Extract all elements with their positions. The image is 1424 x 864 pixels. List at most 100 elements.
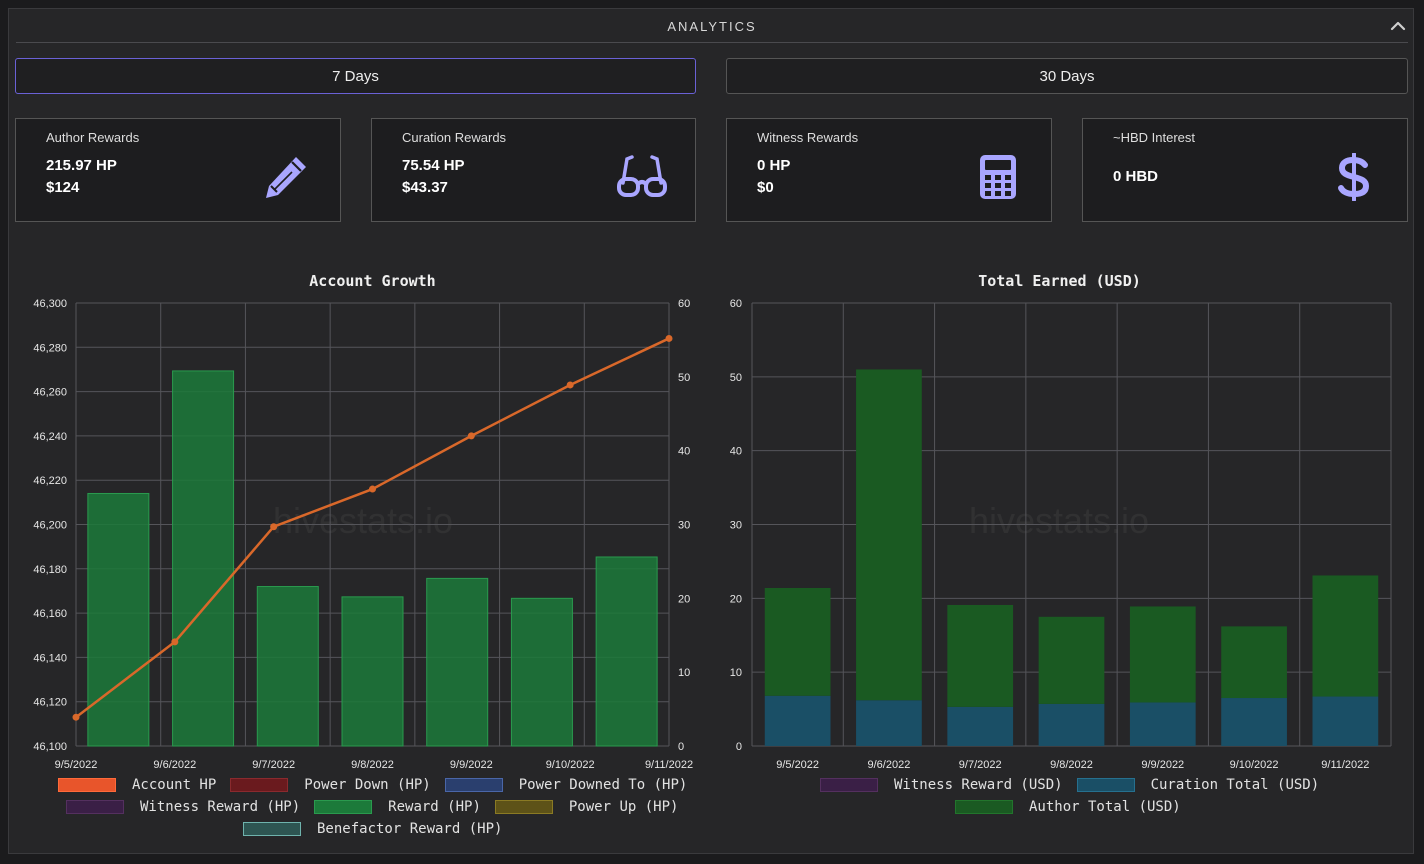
point-account-hp [467, 432, 475, 440]
card-value-hp: 0 HP [757, 157, 791, 174]
legend-item-curation-total-usd[interactable]: Curation Total (USD) [1076, 777, 1320, 793]
legend-label: Witness Reward (USD) [894, 777, 1063, 793]
legend-item-account-hp[interactable]: Account HP [58, 777, 216, 793]
legend-swatch [494, 800, 553, 814]
legend-item-power-up[interactable]: Power Up (HP) [494, 799, 679, 815]
legend-swatch [230, 778, 289, 792]
x-tick: 9/10/2022 [1230, 759, 1279, 771]
point-account-hp [171, 638, 179, 646]
legend-label: Benefactor Reward (HP) [317, 821, 503, 837]
legend-label: Curation Total (USD) [1150, 777, 1320, 793]
legend-label: Witness Reward (HP) [140, 799, 301, 815]
x-tick: 9/8/2022 [1050, 759, 1093, 771]
x-tick: 9/9/2022 [450, 759, 493, 771]
card-value-hp: 75.54 HP [402, 157, 465, 174]
y-tick-left: 46,200 [33, 520, 67, 532]
legend-item-benefactor-reward[interactable]: Benefactor Reward (HP) [243, 821, 502, 837]
curation-rewards-card: Curation Rewards 75.54 HP $43.37 [371, 118, 696, 222]
tab-7-days[interactable]: 7 Days [15, 58, 696, 94]
bar-author-total-usd [1038, 616, 1105, 704]
legend-swatch [955, 800, 1013, 814]
legend-swatch [314, 800, 373, 814]
bar-reward-hp [595, 556, 658, 747]
y-tick: 60 [730, 298, 742, 310]
bar-curation-total-usd [1129, 702, 1196, 746]
card-value-hbd: 0 HBD [1113, 168, 1159, 185]
legend-total-earned-row-2: Author Total (USD) [955, 799, 1195, 815]
chart-title-total-earned: Total Earned (USD) [978, 272, 1141, 290]
bar-curation-total-usd [764, 695, 831, 746]
bar-curation-total-usd [1221, 698, 1287, 746]
author-rewards-card: Author Rewards 215.97 HP $124 [15, 118, 341, 222]
y-tick-left: 46,280 [33, 342, 67, 354]
point-account-hp [270, 523, 278, 531]
bar-author-total-usd [856, 369, 922, 701]
bar-reward-hp [510, 597, 573, 747]
bar-reward-hp [87, 492, 150, 747]
card-title: Author Rewards [46, 130, 140, 145]
panel-title: ANALYTICS [667, 19, 757, 34]
bar-reward-hp [172, 370, 235, 747]
y-tick-left: 46,160 [33, 608, 67, 620]
card-title: Witness Rewards [757, 130, 859, 145]
card-title: ~HBD Interest [1113, 130, 1196, 145]
legend-label: Power Down (HP) [304, 777, 431, 793]
bar-author-total-usd [947, 604, 1014, 707]
x-tick: 9/6/2022 [153, 759, 196, 771]
x-tick: 9/7/2022 [252, 759, 295, 771]
card-title: Curation Rewards [402, 130, 507, 145]
legend-label: Account HP [132, 777, 217, 793]
legend-account-growth-row-2: Witness Reward (HP) Reward (HP) Power Up… [66, 799, 692, 815]
x-tick: 9/5/2022 [55, 759, 98, 771]
y-tick: 20 [730, 593, 742, 605]
y-tick: 0 [736, 741, 742, 753]
chevron-up-icon[interactable] [1388, 16, 1408, 36]
legend-item-witness-reward[interactable]: Witness Reward (HP) [66, 799, 300, 815]
y-tick-left: 46,120 [33, 697, 67, 709]
y-tick: 30 [730, 520, 742, 532]
y-tick-right: 60 [678, 298, 690, 310]
y-tick: 50 [730, 372, 742, 384]
y-tick-left: 46,300 [33, 298, 67, 310]
bar-author-total-usd [1129, 606, 1196, 703]
legend-item-power-downed-to[interactable]: Power Downed To (HP) [444, 777, 688, 793]
dollar-icon [1338, 153, 1370, 201]
legend-swatch [58, 778, 116, 792]
y-tick-right: 50 [678, 372, 690, 384]
bar-reward-hp [426, 577, 489, 747]
legend-swatch [66, 800, 124, 814]
legend-account-growth-row-1: Account HP Power Down (HP) Power Downed … [58, 777, 701, 793]
card-value-hp: 215.97 HP [46, 157, 117, 174]
tab-30-days[interactable]: 30 Days [726, 58, 1408, 94]
bar-author-total-usd [1312, 575, 1379, 697]
y-tick-left: 46,100 [33, 741, 67, 753]
y-tick-left: 46,140 [33, 652, 67, 664]
point-account-hp [72, 713, 80, 721]
point-account-hp [566, 381, 574, 389]
legend-label: Power Downed To (HP) [518, 777, 688, 793]
bar-reward-hp [256, 586, 319, 747]
bar-author-total-usd [1221, 626, 1287, 699]
legend-label: Power Up (HP) [568, 799, 679, 815]
point-account-hp [665, 334, 673, 342]
y-tick-left: 46,240 [33, 431, 67, 443]
watermark-right: hivestats.io [969, 500, 1149, 541]
x-tick: 9/9/2022 [1141, 759, 1184, 771]
legend-item-power-down[interactable]: Power Down (HP) [230, 777, 431, 793]
legend-item-witness-reward-usd[interactable]: Witness Reward (USD) [820, 777, 1063, 793]
y-tick-right: 30 [678, 520, 690, 532]
x-tick: 9/11/2022 [1321, 759, 1369, 771]
x-tick: 9/8/2022 [351, 759, 394, 771]
legend-item-author-total-usd[interactable]: Author Total (USD) [955, 799, 1181, 815]
bar-curation-total-usd [947, 706, 1014, 746]
y-tick-left: 46,260 [33, 387, 67, 399]
legend-swatch [444, 778, 503, 792]
y-tick-left: 46,180 [33, 564, 67, 576]
legend-swatch [243, 822, 301, 836]
y-tick-right: 40 [678, 446, 690, 458]
analytics-header: ANALYTICS [16, 14, 1408, 43]
legend-label: Author Total (USD) [1029, 799, 1181, 815]
legend-item-reward[interactable]: Reward (HP) [314, 799, 481, 815]
card-value-usd: $0 [757, 179, 774, 196]
